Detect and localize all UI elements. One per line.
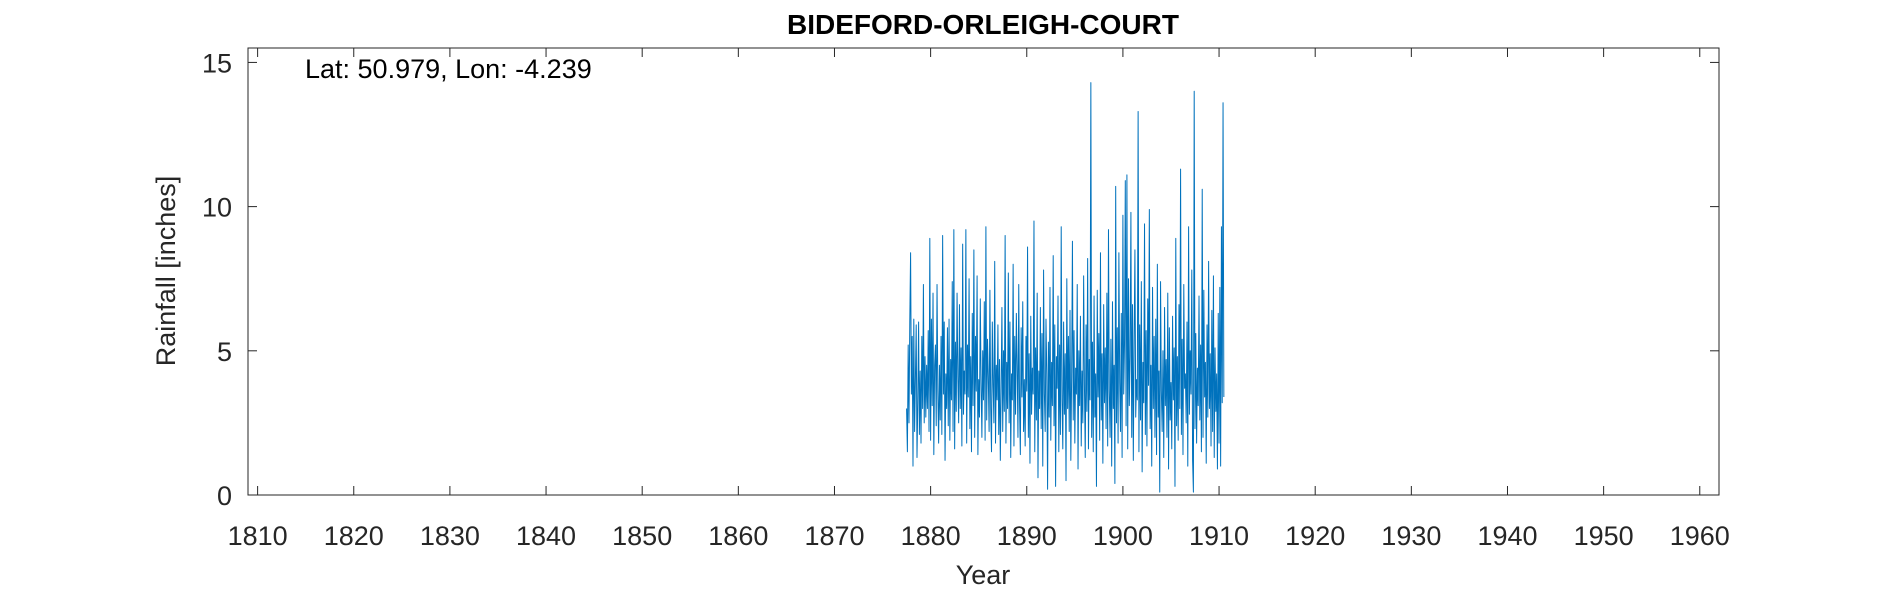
plot-area (248, 48, 1719, 495)
x-tick-label: 1930 (1381, 521, 1441, 551)
x-tick-label: 1810 (228, 521, 288, 551)
x-tick-label: 1850 (612, 521, 672, 551)
x-tick-label: 1900 (1093, 521, 1153, 551)
x-tick-label: 1820 (324, 521, 384, 551)
data-series (906, 82, 1225, 493)
axes: 1810 1820 1830 1840 1850 1860 1870 1880 1890 1900… (202, 48, 1730, 551)
y-tick-label: 5 (217, 337, 232, 367)
series-line (906, 82, 1225, 493)
x-tick-label: 1890 (997, 521, 1057, 551)
x-tick-label: 1880 (901, 521, 961, 551)
x-tick-label: 1940 (1477, 521, 1537, 551)
y-tick-label: 0 (217, 481, 232, 511)
x-tick-label: 1910 (1189, 521, 1249, 551)
x-tick-label: 1950 (1574, 521, 1634, 551)
y-axis-label: Rainfall [inches] (151, 176, 181, 367)
chart-title: BIDEFORD-ORLEIGH-COURT (787, 9, 1179, 40)
y-tick-label: 10 (202, 193, 232, 223)
x-tick-label: 1860 (708, 521, 768, 551)
x-axis-label: Year (956, 560, 1011, 590)
x-tick-label: 1870 (804, 521, 864, 551)
x-tick-label: 1830 (420, 521, 480, 551)
x-tick-label: 1920 (1285, 521, 1345, 551)
plot-frame (247, 47, 1720, 496)
x-tick-label: 1960 (1670, 521, 1730, 551)
y-tick-label: 15 (202, 48, 232, 78)
location-annotation: Lat: 50.979, Lon: -4.239 (305, 54, 592, 84)
x-tick-label: 1840 (516, 521, 576, 551)
